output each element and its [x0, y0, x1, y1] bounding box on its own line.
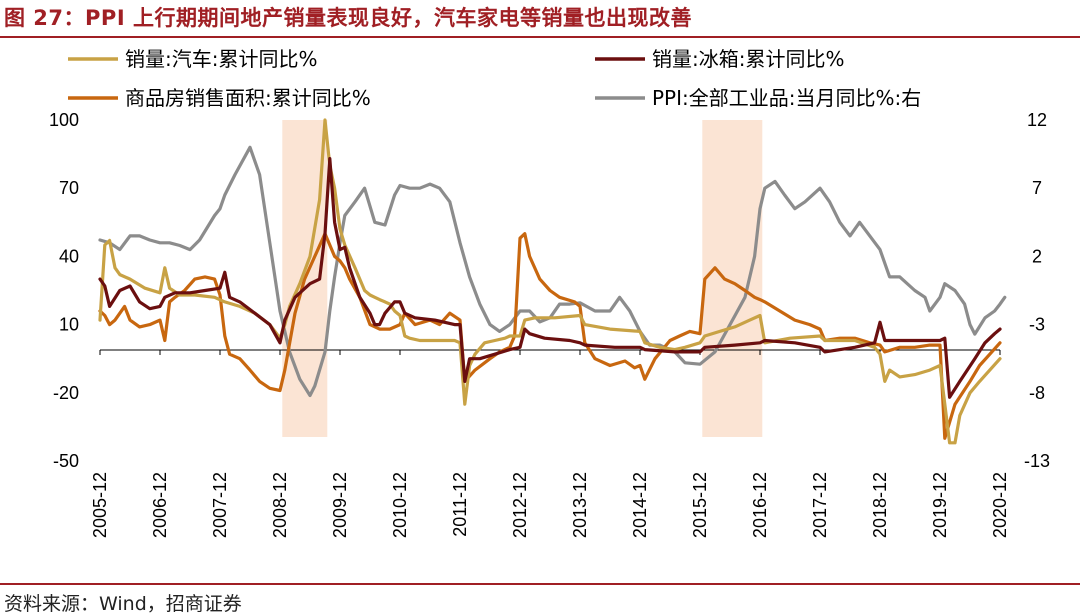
right-axis-labels: 12 7 2 -3 -8 -13 [1024, 110, 1050, 471]
left-tick-label: 100 [49, 110, 79, 130]
left-axis-labels: 100 70 40 10 -20 -50 [49, 110, 79, 471]
x-tick-label: 2013-12 [570, 472, 590, 538]
series-car-sales [98, 118, 1002, 445]
x-tick-label: 2016-12 [750, 472, 770, 538]
source-note: 资料来源：Wind，招商证券 [4, 593, 242, 615]
legend-label: 商品房销售面积:累计同比% [125, 86, 371, 110]
left-tick-label: 10 [59, 315, 79, 335]
left-tick-label: -20 [53, 383, 79, 403]
left-tick-label: 40 [59, 246, 79, 266]
title-divider [0, 36, 1080, 38]
x-tick-label: 2011-12 [450, 472, 470, 537]
x-tick-label: 2019-12 [930, 472, 950, 538]
right-tick-label: -8 [1029, 383, 1045, 403]
series-fridge-sales [98, 157, 1002, 399]
series-house-sales [98, 232, 1002, 440]
left-tick-label: -50 [53, 451, 79, 471]
chart-title: 图 27：PPI 上行期期间地产销量表现良好，汽车家电等销量也出现改善 [4, 6, 692, 30]
legend-label: PPI:全部工业品:当月同比%:右 [652, 86, 921, 110]
x-tick-label: 2007-12 [210, 472, 230, 538]
x-tick-label: 2012-12 [510, 472, 530, 538]
right-tick-label: -3 [1029, 315, 1045, 335]
x-tick-label: 2017-12 [810, 472, 830, 538]
x-tick-label: 2015-12 [690, 472, 710, 538]
x-tick-label: 2010-12 [390, 472, 410, 538]
series-lines [98, 118, 1007, 445]
legend-label: 销量:冰箱:累计同比% [652, 47, 844, 71]
shaded-periods [282, 120, 763, 437]
x-tick-label: 2005-12 [90, 472, 110, 538]
right-tick-label: -13 [1024, 451, 1050, 471]
left-tick-label: 70 [59, 178, 79, 198]
x-tick-label: 2020-12 [990, 472, 1010, 538]
x-tick-label: 2009-12 [330, 472, 350, 538]
shaded-period-2 [702, 120, 763, 437]
x-tick-label: 2008-12 [270, 472, 290, 538]
x-axis-ticks: 2005-12 2006-12 2007-12 2008-12 2009-12 2010-… [90, 350, 1010, 538]
legend: 销量:汽车:累计同比% 销量:冰箱:累计同比% 商品房销售面积:累计同比% PPI:全… [68, 47, 921, 110]
right-tick-label: 2 [1032, 246, 1042, 266]
right-tick-label: 12 [1027, 110, 1047, 130]
x-tick-label: 2014-12 [630, 472, 650, 538]
x-tick-label: 2006-12 [150, 472, 170, 538]
x-tick-label: 2018-12 [870, 472, 890, 538]
legend-label: 销量:汽车:累计同比% [125, 47, 317, 71]
footer-divider [0, 583, 1080, 585]
right-tick-label: 7 [1032, 178, 1042, 198]
